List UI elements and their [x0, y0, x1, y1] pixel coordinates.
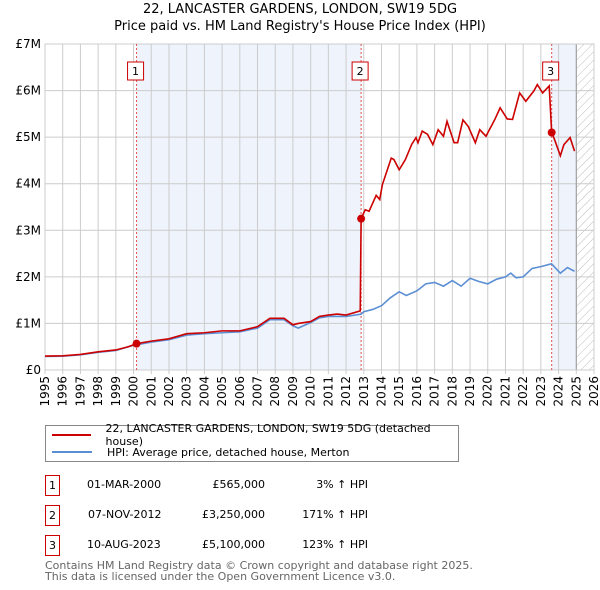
x-tick-label: 2022 [516, 376, 530, 407]
ownership-shading [551, 44, 577, 370]
x-tick-label: 2020 [481, 376, 495, 407]
sale-price: £3,250,000 [202, 508, 265, 521]
forecast-hatch [576, 44, 594, 370]
legend-swatch-hpi [52, 451, 92, 453]
sale-marker: 1 [45, 475, 60, 496]
property-price-line [44, 82, 576, 357]
x-tick-label: 2004 [197, 376, 211, 407]
y-tick-label: £6M [15, 84, 41, 98]
x-tick-label: 2006 [233, 376, 247, 407]
x-tick-label: 2005 [215, 376, 229, 407]
x-tick-label: 2007 [251, 376, 265, 407]
x-tick-label: 2011 [321, 376, 335, 407]
ownership-shading [136, 44, 362, 370]
x-tick-label: 2024 [552, 376, 566, 407]
y-tick-label: £7M [15, 37, 41, 51]
sale-date: 10-AUG-2023 [87, 538, 161, 551]
x-tick-label: 2014 [374, 376, 388, 407]
x-tick-label: 2019 [463, 376, 477, 407]
x-tick-label: 2000 [127, 376, 141, 407]
sale-date: 01-MAR-2000 [87, 478, 162, 491]
price-chart: 1995 1996 1997 1998 1999 2000 2001 2002 2003 2004… [15, 37, 600, 407]
legend-item-hpi: HPI: Average price, detached house, Mert… [52, 444, 349, 460]
x-tick-label: 2010 [304, 376, 318, 407]
y-tick-label: £2M [15, 270, 41, 284]
legend-swatch-property [52, 434, 91, 436]
x-tick-label: 2023 [534, 376, 548, 407]
x-tick-label: 2017 [428, 376, 442, 407]
x-tick-label: 2025 [569, 376, 583, 407]
x-tick-label: 2009 [286, 376, 300, 407]
x-tick-label: 2021 [498, 376, 512, 407]
x-tick-label: 2003 [180, 376, 194, 407]
y-tick-label: £0 [26, 363, 41, 377]
sale-label-box [127, 61, 145, 81]
x-tick-label: 2008 [268, 376, 282, 407]
legend-label-property: 22, LANCASTER GARDENS, LONDON, SW19 5DG … [105, 422, 431, 448]
sale-label: 1 [132, 65, 139, 78]
x-tick-label: 2016 [410, 376, 424, 407]
sale-date: 07-NOV-2012 [88, 508, 162, 521]
y-tick-label: £3M [15, 223, 41, 237]
x-tick-label: 2013 [357, 376, 371, 407]
x-tick-label: 1996 [56, 376, 70, 407]
chart-subtitle: Price paid vs. HM Land Registry's House … [114, 19, 486, 34]
sale-marker: 2 [45, 505, 60, 526]
footer: Contains HM Land Registry data © Crown c… [45, 560, 473, 582]
x-tick-label: 2001 [144, 376, 158, 407]
x-tick-label: 2018 [445, 376, 459, 407]
x-tick-label: 1998 [91, 376, 105, 407]
sale-price: £5,100,000 [202, 538, 265, 551]
x-tick-label: 2002 [162, 376, 176, 407]
legend-item-property: 22, LANCASTER GARDENS, LONDON, SW19 5DG … [52, 422, 458, 448]
sale-label: 3 [547, 65, 554, 78]
sale-point [547, 128, 556, 137]
x-tick-label: 1997 [73, 376, 87, 407]
x-tick-label: 2015 [392, 376, 406, 407]
y-tick-label: £5M [15, 130, 41, 144]
sale-hpi-change: 171% ↑ HPI [302, 508, 368, 521]
sale-hpi-change: 123% ↑ HPI [302, 538, 368, 551]
y-tick-label: £4M [15, 177, 41, 191]
legend: 22, LANCASTER GARDENS, LONDON, SW19 5DG … [45, 422, 459, 462]
footer-copyright: Contains HM Land Registry data © Crown c… [45, 559, 473, 572]
x-tick-label: 1995 [38, 376, 52, 407]
sale-row: 3 10-AUG-2023 £5,100,000 123% ↑ HPI [45, 535, 465, 556]
sale-row: 2 07-NOV-2012 £3,250,000 171% ↑ HPI [45, 505, 465, 526]
plot-frame [44, 43, 595, 371]
x-tick-label: 2026 [587, 376, 600, 407]
sale-label-box [542, 61, 560, 81]
x-tick-label: 1999 [109, 376, 123, 407]
legend-label-hpi: HPI: Average price, detached house, Mert… [107, 445, 350, 459]
y-tick-label: £1M [15, 316, 41, 330]
chart-title: 22, LANCASTER GARDENS, LONDON, SW19 5DG [142, 2, 458, 17]
sale-label-box [351, 61, 369, 81]
sale-price: £565,000 [212, 478, 266, 491]
sale-row: 1 01-MAR-2000 £565,000 3% ↑ HPI [45, 475, 465, 496]
hpi-line [44, 262, 575, 358]
x-tick-label: 2012 [339, 376, 353, 407]
sale-hpi-change: 3% ↑ HPI [316, 478, 368, 491]
footer-licence: This data is licensed under the Open Gov… [45, 570, 396, 583]
sale-marker: 3 [45, 535, 60, 556]
sale-point [132, 339, 141, 348]
sale-point [357, 214, 366, 223]
sale-label: 2 [357, 65, 364, 78]
